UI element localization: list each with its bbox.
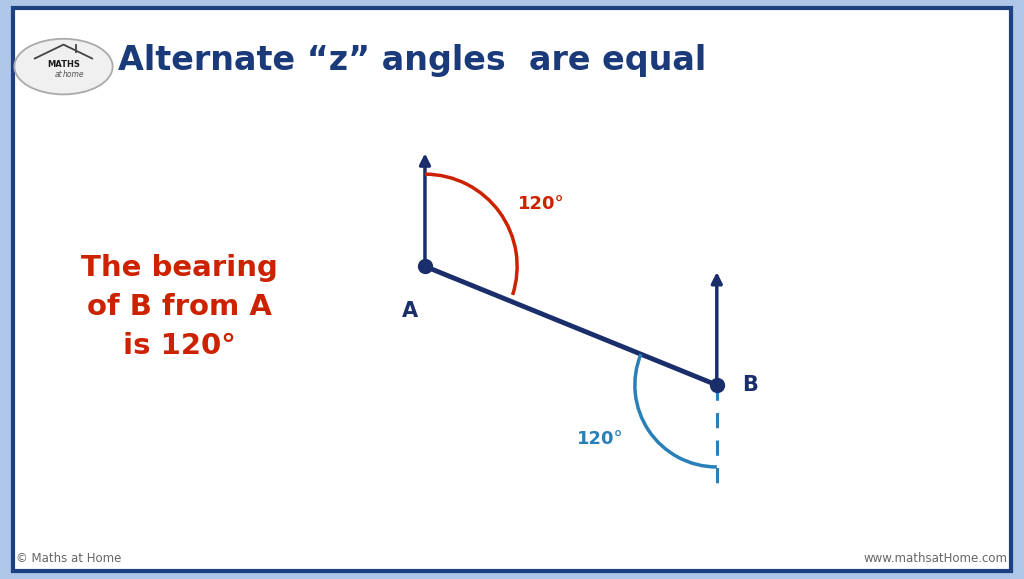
Text: A: A	[401, 301, 418, 321]
Text: MATHS: MATHS	[47, 60, 80, 69]
Text: The bearing
of B from A
is 120°: The bearing of B from A is 120°	[81, 254, 278, 360]
Text: © Maths at Home: © Maths at Home	[16, 552, 122, 565]
Circle shape	[14, 39, 113, 94]
Text: B: B	[742, 375, 759, 395]
Text: 120°: 120°	[518, 195, 564, 212]
Text: 120°: 120°	[578, 430, 624, 448]
Text: Alternate “z” angles  are equal: Alternate “z” angles are equal	[118, 45, 706, 77]
Text: www.mathsatHome.com: www.mathsatHome.com	[863, 552, 1008, 565]
Text: at: at	[54, 70, 62, 79]
Text: home: home	[62, 70, 85, 79]
